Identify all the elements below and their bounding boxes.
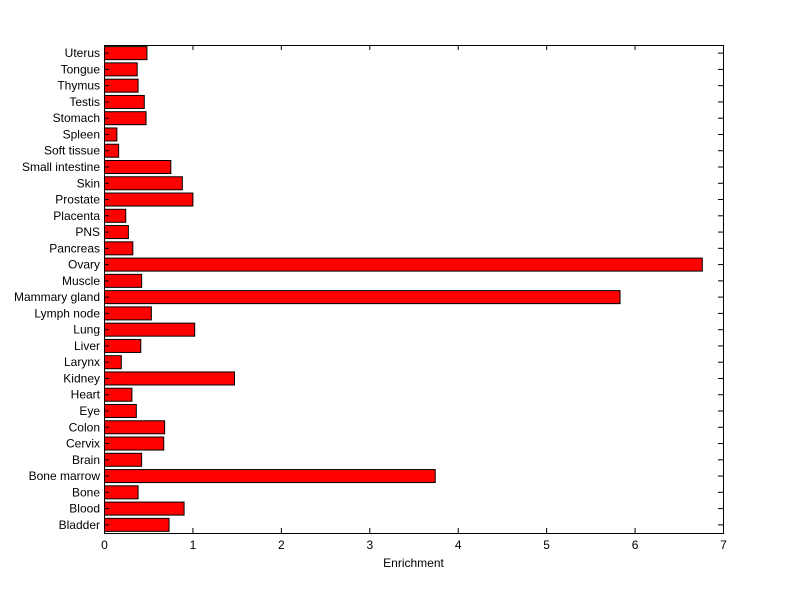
- bar-liver: [104, 338, 142, 353]
- y-tick-label-bone: Bone: [72, 485, 100, 499]
- x-tick-label-4: 4: [455, 538, 462, 552]
- x-tick-label-2: 2: [278, 538, 285, 552]
- y-tick-label-tongue: Tongue: [61, 62, 101, 76]
- y-tick-label-skin: Skin: [77, 176, 100, 190]
- bar-colon: [104, 420, 166, 435]
- x-tick-label-1: 1: [190, 538, 197, 552]
- y-tick-label-spleen: Spleen: [63, 127, 100, 141]
- y-tick-label-stomach: Stomach: [53, 111, 100, 125]
- y-tick-label-thymus: Thymus: [57, 79, 100, 93]
- bar-bladder: [104, 517, 170, 532]
- bar-ovary: [104, 257, 703, 272]
- y-tick-label-small-intestine: Small intestine: [22, 160, 100, 174]
- y-tick-label-larynx: Larynx: [64, 355, 100, 369]
- bar-kidney: [104, 371, 235, 386]
- labels-group: Bladder Blood Bone Bone marrow Brain Cervix Co…: [14, 46, 727, 552]
- y-tick-label-muscle: Muscle: [62, 274, 100, 288]
- y-tick-label-bladder: Bladder: [59, 518, 100, 532]
- y-tick-label-ovary: Ovary: [68, 258, 100, 272]
- y-tick-label-eye: Eye: [79, 404, 100, 418]
- bar-skin: [104, 176, 183, 191]
- bar-cervix: [104, 436, 165, 451]
- bar-testis: [104, 94, 145, 109]
- x-tick-label-7: 7: [720, 538, 727, 552]
- y-tick-label-mammary-gland: Mammary gland: [14, 290, 100, 304]
- bars-group: [104, 46, 703, 532]
- x-tick-label-5: 5: [543, 538, 550, 552]
- y-tick-label-placenta: Placenta: [53, 209, 100, 223]
- bar-lung: [104, 322, 196, 337]
- y-tick-label-uterus: Uterus: [65, 46, 100, 60]
- bar-mammary-gland: [104, 290, 621, 305]
- y-tick-label-cervix: Cervix: [66, 437, 100, 451]
- y-tick-label-brain: Brain: [72, 453, 100, 467]
- y-tick-label-testis: Testis: [69, 95, 100, 109]
- y-tick-label-kidney: Kidney: [63, 371, 100, 385]
- x-tick-label-0: 0: [101, 538, 108, 552]
- y-tick-label-colon: Colon: [69, 420, 100, 434]
- plot-frame: [104, 45, 724, 534]
- y-tick-label-lymph-node: Lymph node: [34, 306, 100, 320]
- y-tick-label-prostate: Prostate: [55, 193, 100, 207]
- bar-lymph-node: [104, 306, 152, 321]
- y-tick-label-blood: Blood: [69, 502, 100, 516]
- bar-thymus: [104, 78, 139, 93]
- ticks-group: [104, 45, 724, 533]
- y-tick-label-bone-marrow: Bone marrow: [29, 469, 101, 483]
- bar-muscle: [104, 273, 143, 288]
- bar-uterus: [104, 46, 148, 61]
- y-tick-label-soft-tissue: Soft tissue: [44, 144, 100, 158]
- y-tick-label-pns: PNS: [75, 225, 100, 239]
- x-tick-label-3: 3: [366, 538, 373, 552]
- bar-brain: [104, 452, 143, 467]
- y-tick-label-liver: Liver: [74, 339, 100, 353]
- bar-bone-marrow: [104, 469, 436, 484]
- bar-tongue: [104, 62, 138, 77]
- bar-blood: [104, 501, 185, 516]
- bar-eye: [104, 403, 137, 418]
- y-tick-label-lung: Lung: [73, 323, 100, 337]
- bar-stomach: [104, 111, 147, 126]
- bar-prostate: [104, 192, 194, 207]
- bar-small-intestine: [104, 159, 172, 175]
- bar-bone: [104, 485, 139, 500]
- x-tick-label-6: 6: [632, 538, 639, 552]
- y-tick-label-pancreas: Pancreas: [49, 241, 100, 255]
- x-axis-label: Enrichment: [383, 556, 444, 570]
- y-tick-label-heart: Heart: [71, 388, 101, 402]
